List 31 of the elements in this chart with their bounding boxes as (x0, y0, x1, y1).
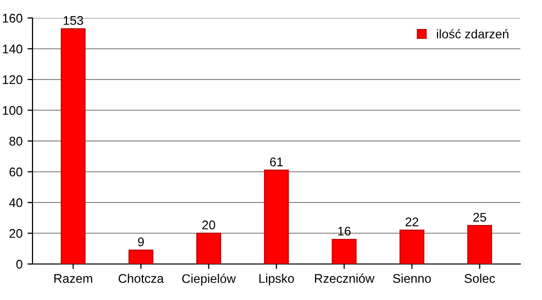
bar (196, 232, 222, 264)
bar (332, 238, 357, 264)
data-label: 25 (473, 212, 486, 222)
y-tick-label: 60 (10, 168, 22, 176)
y-tick-label: 140 (2, 44, 22, 54)
y-tick-label: 120 (2, 75, 22, 84)
x-tick-label: Lipsko (259, 274, 294, 286)
y-tick-label: 40 (9, 198, 22, 208)
data-label: 9 (138, 237, 144, 246)
legend-label: ilość zdarzeń (436, 29, 508, 38)
bar (264, 170, 289, 264)
y-tick-label: 20 (10, 229, 22, 238)
x-tick-label: Chotcza (118, 274, 164, 283)
data-label: 22 (406, 217, 418, 226)
x-tick-label: Rzeczniów (314, 274, 374, 283)
bar (128, 250, 154, 264)
data-label: 153 (64, 16, 84, 25)
x-tick-label: Ciepielów (182, 274, 236, 286)
data-label: 16 (338, 226, 351, 236)
y-tick-label: 0 (16, 260, 22, 269)
y-tick-label: 80 (9, 136, 22, 146)
bar (400, 230, 424, 264)
y-tick-label: 100 (2, 106, 22, 115)
bar (60, 28, 86, 264)
y-tick-label: 160 (2, 14, 22, 23)
data-label: 61 (270, 158, 283, 166)
x-tick-label: Razem (54, 274, 92, 283)
bar (467, 225, 492, 264)
x-tick-label: Solec (464, 274, 495, 283)
x-tick-label: Sienno (393, 274, 431, 283)
data-label: 20 (202, 220, 216, 230)
